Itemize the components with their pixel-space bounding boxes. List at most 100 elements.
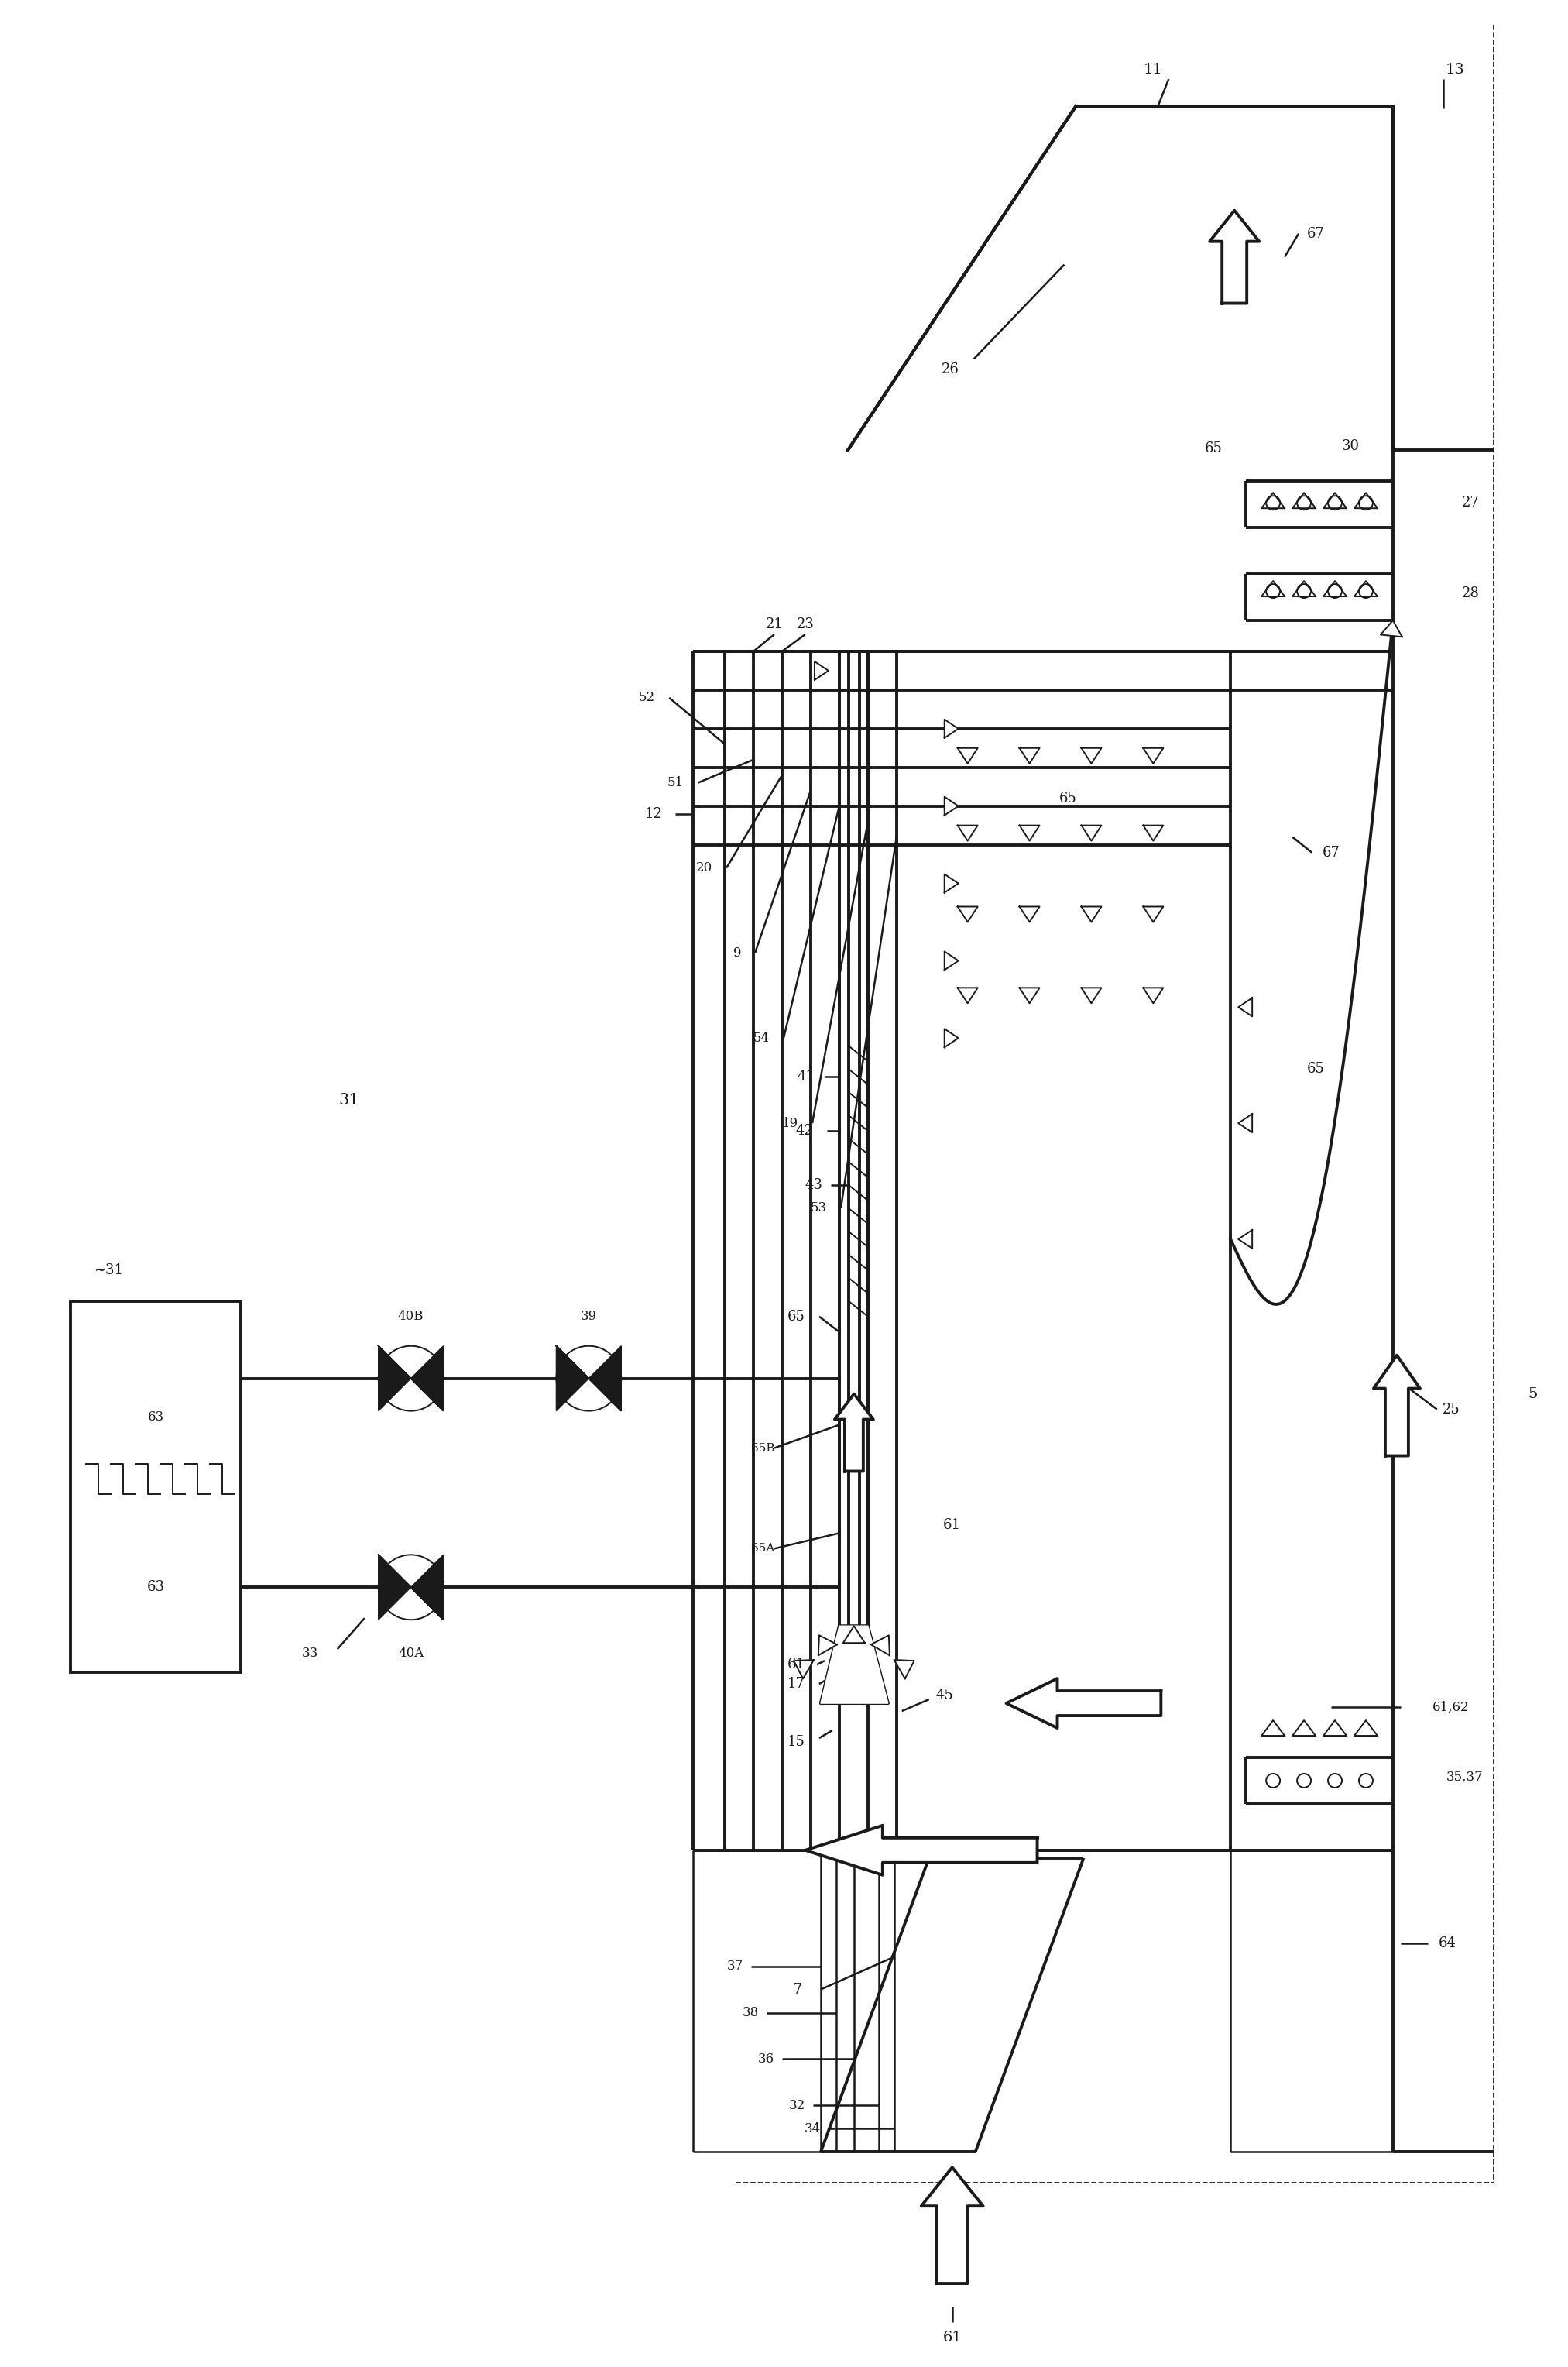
Circle shape xyxy=(378,1555,444,1619)
Polygon shape xyxy=(922,2168,983,2284)
Text: 52: 52 xyxy=(638,691,655,705)
Polygon shape xyxy=(1323,1721,1347,1735)
Polygon shape xyxy=(1355,580,1377,596)
Polygon shape xyxy=(806,1825,1038,1875)
Polygon shape xyxy=(1355,492,1377,509)
Text: 65A: 65A xyxy=(751,1543,775,1555)
Polygon shape xyxy=(1292,580,1316,596)
Polygon shape xyxy=(1019,748,1040,765)
Text: 37: 37 xyxy=(728,1960,743,1972)
Polygon shape xyxy=(958,907,978,923)
Polygon shape xyxy=(1374,1356,1421,1456)
Polygon shape xyxy=(793,1659,814,1678)
Bar xyxy=(71,1302,241,1673)
Polygon shape xyxy=(844,1626,866,1643)
Text: 21: 21 xyxy=(765,618,782,632)
Text: 23: 23 xyxy=(797,618,814,632)
Text: 12: 12 xyxy=(644,807,662,821)
Text: 25: 25 xyxy=(1443,1401,1460,1415)
Text: 32: 32 xyxy=(789,2100,806,2111)
Polygon shape xyxy=(1007,1678,1160,1728)
Polygon shape xyxy=(378,1555,411,1619)
Polygon shape xyxy=(1292,492,1316,509)
Polygon shape xyxy=(1143,907,1163,923)
Text: 51: 51 xyxy=(668,776,684,791)
Text: 53: 53 xyxy=(811,1202,826,1214)
Text: 28: 28 xyxy=(1461,587,1479,601)
Text: 7: 7 xyxy=(793,1984,803,1995)
Polygon shape xyxy=(1143,826,1163,840)
Polygon shape xyxy=(818,1636,837,1655)
Polygon shape xyxy=(1019,987,1040,1004)
Text: 15: 15 xyxy=(787,1735,806,1749)
Text: 31: 31 xyxy=(339,1094,359,1108)
Text: 38: 38 xyxy=(742,2007,759,2019)
Text: 63: 63 xyxy=(147,1581,165,1595)
Polygon shape xyxy=(1143,987,1163,1004)
Text: 64: 64 xyxy=(1438,1936,1457,1950)
Polygon shape xyxy=(944,873,958,892)
Polygon shape xyxy=(1355,1721,1377,1735)
Polygon shape xyxy=(834,1394,873,1472)
Text: 26: 26 xyxy=(942,362,960,376)
Text: 67: 67 xyxy=(1322,845,1341,859)
Polygon shape xyxy=(958,987,978,1004)
Text: 36: 36 xyxy=(757,2052,775,2066)
Polygon shape xyxy=(411,1555,444,1619)
Text: 43: 43 xyxy=(804,1179,822,1193)
Polygon shape xyxy=(820,1626,887,1704)
Text: 40B: 40B xyxy=(398,1309,423,1323)
Polygon shape xyxy=(944,720,958,739)
Text: 65: 65 xyxy=(1060,791,1077,805)
Polygon shape xyxy=(557,1347,588,1411)
Text: 61,62: 61,62 xyxy=(1433,1700,1469,1714)
Circle shape xyxy=(557,1347,621,1411)
Text: 20: 20 xyxy=(696,862,712,873)
Polygon shape xyxy=(1019,826,1040,840)
Polygon shape xyxy=(1082,907,1101,923)
Polygon shape xyxy=(588,1347,621,1411)
Text: 61: 61 xyxy=(942,2331,961,2343)
Polygon shape xyxy=(1082,826,1101,840)
Polygon shape xyxy=(378,1347,411,1411)
Polygon shape xyxy=(958,748,978,765)
Text: 65B: 65B xyxy=(751,1442,775,1453)
Text: 39: 39 xyxy=(580,1309,597,1323)
Polygon shape xyxy=(944,952,958,970)
Text: 63: 63 xyxy=(147,1411,165,1423)
Text: 27: 27 xyxy=(1461,495,1479,509)
Polygon shape xyxy=(1262,1721,1284,1735)
Polygon shape xyxy=(1082,987,1101,1004)
Polygon shape xyxy=(870,1636,889,1655)
Text: ~31: ~31 xyxy=(94,1264,124,1278)
Polygon shape xyxy=(944,1030,958,1046)
Text: 35,37: 35,37 xyxy=(1446,1771,1483,1782)
Polygon shape xyxy=(944,798,958,814)
Text: 5: 5 xyxy=(1529,1387,1538,1401)
Text: 33: 33 xyxy=(303,1647,318,1659)
Polygon shape xyxy=(1262,492,1284,509)
Text: 65: 65 xyxy=(787,1309,806,1323)
Text: 54: 54 xyxy=(753,1032,770,1044)
Polygon shape xyxy=(1239,1115,1253,1131)
Polygon shape xyxy=(1019,907,1040,923)
Polygon shape xyxy=(1239,999,1253,1015)
Text: 41: 41 xyxy=(797,1070,814,1084)
Text: 61: 61 xyxy=(787,1657,806,1671)
Text: 45: 45 xyxy=(936,1688,953,1702)
Polygon shape xyxy=(1209,211,1259,303)
Text: 40A: 40A xyxy=(398,1647,423,1659)
Text: 65: 65 xyxy=(1306,1063,1325,1077)
Polygon shape xyxy=(1239,1231,1253,1247)
Text: 30: 30 xyxy=(1342,440,1359,454)
Polygon shape xyxy=(1292,1721,1316,1735)
Polygon shape xyxy=(1143,748,1163,765)
Polygon shape xyxy=(411,1347,444,1411)
Circle shape xyxy=(378,1347,444,1411)
Text: 42: 42 xyxy=(795,1124,812,1139)
Text: 65: 65 xyxy=(1204,443,1223,457)
Polygon shape xyxy=(1323,580,1347,596)
Text: 17: 17 xyxy=(787,1676,806,1690)
Polygon shape xyxy=(814,660,828,679)
Text: 9: 9 xyxy=(732,947,742,959)
